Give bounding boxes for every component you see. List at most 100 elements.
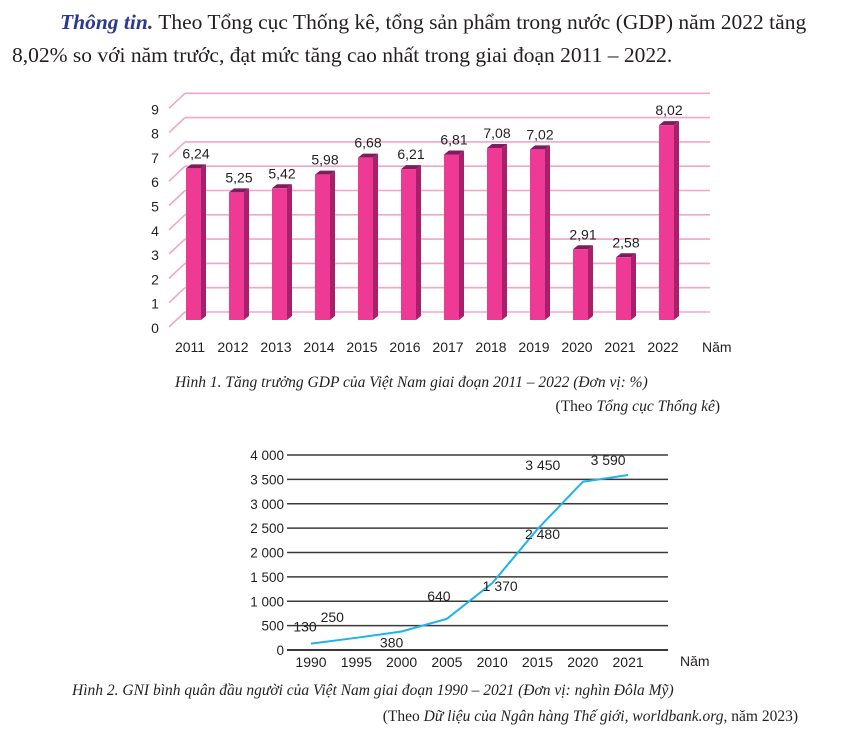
y-tick-label: 5 (151, 199, 159, 215)
x-tick-label: 2018 (475, 339, 506, 355)
gdp-growth-bar-chart: 0 1 2 3 4 5 6 7 8 9 6,24 2011 5,25 2012 5,42 2013 5,98 20… (151, 92, 732, 355)
bar (272, 188, 287, 320)
y-tick-label: 1 000 (250, 594, 284, 609)
intro-paragraph: Thông tin. Theo Tổng cục Thống kê, tổng … (12, 6, 842, 72)
bar-top (186, 164, 206, 169)
x-tick-label: 2020 (561, 339, 592, 355)
grid-line-diagonal (168, 262, 186, 279)
bar (573, 249, 588, 320)
bar (530, 149, 545, 320)
x-tick-label: 2011 (175, 339, 205, 355)
bar-top (358, 153, 378, 158)
bar-side (545, 145, 550, 320)
bar-side (631, 253, 636, 320)
y-tick-label: 3 500 (250, 472, 284, 487)
point-value-label: 1 370 (483, 578, 518, 594)
bar-side (588, 245, 593, 320)
x-tick-label: 2021 (613, 654, 644, 670)
point-value-label: 3 450 (525, 457, 560, 473)
figure1-caption: Hình 1. Tăng trưởng GDP của Việt Nam gia… (175, 374, 648, 391)
bar-top (530, 145, 550, 150)
bar-value-label: 7,02 (526, 126, 553, 142)
bar (659, 125, 674, 320)
x-tick-label: 2010 (477, 654, 508, 670)
figure2-source: (Theo Dữ liệu của Ngân hàng Thế giới, wo… (382, 708, 798, 725)
bar-value-label: 5,25 (225, 169, 252, 185)
grid-line-diagonal (168, 189, 186, 207)
y-tick-label: 9 (151, 101, 159, 117)
bar-side (201, 164, 206, 320)
bar (315, 174, 330, 320)
x-tick-label: 2017 (432, 339, 463, 355)
bar-value-label: 6,68 (354, 135, 381, 151)
grid-line-diagonal (168, 311, 186, 328)
y-tick-label: 2 500 (250, 521, 284, 536)
bar-side (330, 170, 335, 320)
x-tick-label: 2015 (522, 654, 553, 670)
bar-value-label: 2,58 (612, 234, 639, 250)
point-value-label: 250 (321, 609, 345, 625)
x-tick-label: 2012 (217, 339, 248, 355)
x-tick-label: 2000 (386, 654, 417, 670)
y-tick-label: 0 (276, 643, 284, 658)
bar-top (487, 143, 507, 148)
bar-top (444, 150, 464, 155)
bar-side (244, 188, 249, 320)
grid-line-diagonal (168, 117, 186, 134)
x-tick-label: 1995 (341, 654, 372, 670)
bar (444, 154, 459, 320)
bar-top (616, 253, 636, 258)
bar-top (573, 245, 593, 250)
bar (487, 147, 502, 320)
bar (401, 169, 416, 320)
figure1-source: (Theo Tổng cục Thống kê) (555, 398, 720, 415)
y-tick-label: 3 000 (250, 497, 284, 512)
grid-line-diagonal (168, 141, 186, 158)
bar (186, 168, 201, 320)
grid-line-diagonal (168, 165, 186, 182)
bar (358, 157, 373, 320)
y-tick-label: 8 (151, 126, 159, 142)
bar-top (315, 170, 335, 175)
bar-side (287, 184, 292, 320)
y-tick-label: 2 000 (250, 546, 284, 561)
y-tick-label: 500 (261, 619, 284, 634)
y-tick-label: 7 (151, 150, 159, 166)
bar-value-label: 7,08 (483, 125, 510, 141)
x-tick-label: 2019 (518, 339, 549, 355)
bar-value-label: 6,81 (440, 132, 467, 148)
x-tick-label: 2020 (567, 654, 598, 670)
intro-lead: Thông tin. (60, 10, 154, 34)
bar (616, 257, 631, 320)
x-axis-label: Năm (702, 339, 732, 355)
bar (229, 192, 244, 320)
bar-value-label: 2,91 (569, 226, 596, 242)
bar-top (659, 121, 679, 126)
point-value-label: 380 (380, 634, 404, 650)
bar-side (373, 153, 378, 320)
bar-top (229, 188, 249, 193)
y-tick-label: 6 (151, 174, 159, 190)
y-tick-label: 1 500 (250, 570, 284, 585)
point-value-label: 2 480 (525, 526, 560, 542)
bar-value-label: 6,24 (182, 145, 209, 161)
grid-line-diagonal (168, 214, 186, 231)
gni-per-capita-line-chart: 0 500 1 000 1 500 2 000 2 500 3 000 3 500 4 000 1… (250, 448, 709, 670)
bar-top (401, 165, 421, 170)
gni-line (310, 473, 629, 645)
bar-side (459, 150, 464, 320)
bar-side (674, 121, 679, 320)
bar-value-label: 8,02 (655, 102, 682, 118)
grid-line-diagonal (168, 92, 186, 109)
x-tick-label: 2021 (604, 339, 635, 355)
y-tick-label: 4 000 (250, 448, 284, 463)
bar-value-label: 6,21 (397, 146, 424, 162)
x-tick-label: 2016 (389, 339, 420, 355)
y-tick-label: 0 (151, 320, 159, 336)
grid-line-diagonal (168, 287, 186, 304)
point-value-label: 130 (293, 619, 317, 635)
x-tick-label: 2014 (303, 339, 334, 355)
y-tick-label: 3 (151, 247, 159, 263)
intro-text: Theo Tổng cục Thống kê, tổng sản phẩm tr… (12, 10, 807, 67)
x-tick-label: 2005 (431, 654, 462, 670)
